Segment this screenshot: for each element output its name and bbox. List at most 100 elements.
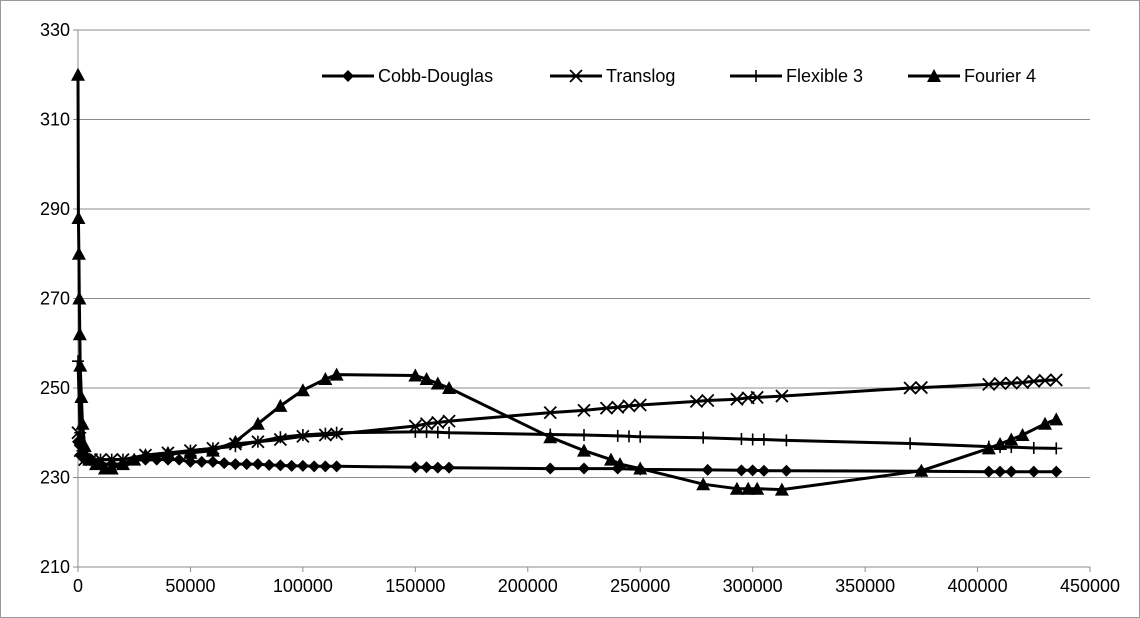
data-point-cobb-douglas xyxy=(1005,465,1018,478)
data-point-cobb-douglas xyxy=(229,458,242,471)
data-point-translog xyxy=(730,392,744,406)
data-point-fourier-4 xyxy=(914,463,929,477)
data-point-cobb-douglas xyxy=(1050,465,1063,478)
data-point-cobb-douglas xyxy=(443,461,456,474)
data-point-translog xyxy=(1049,373,1063,387)
data-point-translog xyxy=(750,390,764,405)
data-point-cobb-douglas xyxy=(431,461,444,474)
data-point-fourier-4 xyxy=(419,372,434,386)
data-point-flexible-3 xyxy=(1050,442,1063,455)
data-point-cobb-douglas xyxy=(263,458,276,471)
data-point-fourier-4 xyxy=(183,445,198,459)
data-point-fourier-4 xyxy=(577,443,591,457)
data-point-fourier-4 xyxy=(750,481,765,495)
data-point-fourier-4 xyxy=(138,448,153,462)
data-point-cobb-douglas xyxy=(544,462,557,475)
series-layer xyxy=(71,67,1064,496)
x-tick-label: 250000 xyxy=(610,576,670,596)
legend-label: Translog xyxy=(606,66,675,86)
data-point-fourier-4 xyxy=(1015,427,1030,441)
data-point-fourier-4 xyxy=(77,439,92,453)
data-point-translog xyxy=(903,381,917,395)
data-point-flexible-3 xyxy=(757,433,770,446)
legend-item-translog: Translog xyxy=(550,66,675,86)
data-point-fourier-4 xyxy=(74,389,89,403)
data-point-fourier-4 xyxy=(160,445,175,459)
data-point-cobb-douglas xyxy=(251,458,264,471)
data-point-fourier-4 xyxy=(71,210,86,224)
data-point-fourier-4 xyxy=(1004,432,1019,446)
data-point-fourier-4 xyxy=(71,246,86,260)
data-point-flexible-3 xyxy=(780,434,793,447)
data-point-flexible-3 xyxy=(578,428,590,441)
data-point-flexible-3 xyxy=(296,428,309,441)
data-point-flexible-3 xyxy=(431,426,444,439)
data-point-fourier-4 xyxy=(82,452,97,466)
data-point-translog xyxy=(633,398,647,412)
y-tick-label: 310 xyxy=(40,110,70,130)
y-tick-label: 250 xyxy=(40,378,70,398)
data-point-cobb-douglas xyxy=(757,464,770,477)
data-point-cobb-douglas xyxy=(218,457,231,470)
data-point-fourier-4 xyxy=(73,358,88,372)
data-point-fourier-4 xyxy=(633,461,648,475)
axis-layer: 210 230 250 270 290 310 330 0 50000 100000 150000 2… xyxy=(40,20,1120,596)
data-point-fourier-4 xyxy=(408,368,423,382)
data-point-translog xyxy=(689,394,704,409)
data-point-flexible-3 xyxy=(443,426,456,439)
data-point-fourier-4 xyxy=(1038,416,1053,430)
data-point-cobb-douglas xyxy=(285,459,298,472)
data-point-cobb-douglas xyxy=(420,461,433,474)
legend-label: Fourier 4 xyxy=(964,66,1036,86)
data-point-fourier-4 xyxy=(295,383,310,397)
data-point-cobb-douglas xyxy=(735,464,748,477)
data-point-fourier-4 xyxy=(993,436,1008,450)
grid-layer xyxy=(78,29,1090,478)
data-point-fourier-4 xyxy=(75,416,90,430)
data-point-flexible-3 xyxy=(634,430,647,443)
data-point-fourier-4 xyxy=(71,67,85,81)
data-point-cobb-douglas xyxy=(701,463,714,476)
data-point-fourier-4 xyxy=(1049,412,1064,426)
data-point-fourier-4 xyxy=(774,482,789,496)
data-point-fourier-4 xyxy=(115,457,130,471)
data-point-flexible-3 xyxy=(330,426,343,439)
x-tick-label: 50000 xyxy=(165,576,215,596)
data-point-cobb-douglas xyxy=(982,465,995,478)
data-point-fourier-4 xyxy=(981,441,996,455)
data-point-translog xyxy=(1027,374,1041,388)
data-point-fourier-4 xyxy=(612,457,627,471)
data-point-fourier-4 xyxy=(127,452,142,466)
data-point-fourier-4 xyxy=(88,457,103,471)
data-point-translog xyxy=(611,400,625,414)
data-point-fourier-4 xyxy=(729,481,744,495)
data-point-cobb-douglas xyxy=(240,458,253,471)
data-point-cobb-douglas xyxy=(296,459,309,472)
x-tick-label: 400000 xyxy=(948,576,1008,596)
data-point-translog xyxy=(701,393,715,408)
data-point-fourier-4 xyxy=(318,372,333,386)
data-point-flexible-3 xyxy=(735,433,748,446)
data-point-fourier-4 xyxy=(104,461,119,475)
data-point-fourier-4 xyxy=(442,381,457,394)
series-fourier-4 xyxy=(71,67,1064,496)
data-point-fourier-4 xyxy=(696,477,711,491)
y-tick-label: 230 xyxy=(40,468,70,488)
legend-swatch-marker xyxy=(750,70,762,82)
data-point-fourier-4 xyxy=(205,443,220,457)
data-point-flexible-3 xyxy=(622,430,635,443)
x-tick-label: 300000 xyxy=(723,576,783,596)
data-point-cobb-douglas xyxy=(173,453,186,466)
data-point-cobb-douglas xyxy=(195,455,208,468)
y-tick-label: 290 xyxy=(40,199,70,219)
legend-swatch-marker xyxy=(927,69,941,82)
data-point-translog xyxy=(419,417,434,431)
data-point-fourier-4 xyxy=(273,398,288,412)
data-point-translog xyxy=(982,377,996,392)
data-point-flexible-3 xyxy=(611,429,624,442)
data-point-fourier-4 xyxy=(741,481,756,495)
data-point-fourier-4 xyxy=(72,327,87,341)
data-point-fourier-4 xyxy=(430,376,445,390)
data-point-fourier-4 xyxy=(603,452,618,466)
